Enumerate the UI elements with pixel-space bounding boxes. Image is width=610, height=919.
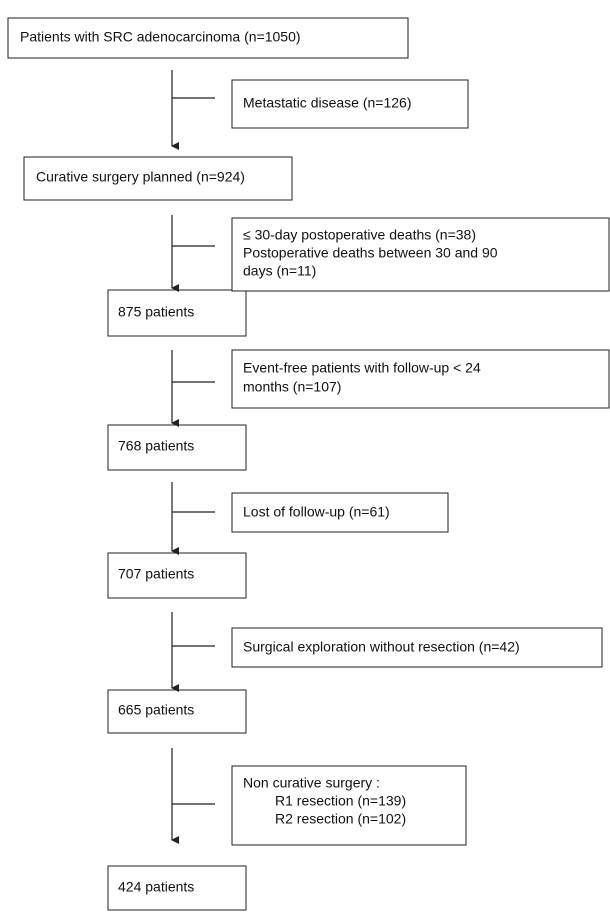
node-box — [107, 424, 247, 471]
node-box — [7, 17, 409, 59]
node-label: 707 patients — [118, 566, 194, 582]
connectors — [171, 70, 215, 844]
exclusion-text: Non curative surgery : — [243, 775, 380, 791]
exclusion-text: R2 resection (n=102) — [275, 811, 406, 827]
exclusion-text: ≤ 30-day postoperative deaths (n=38) — [243, 227, 476, 243]
exclusion-box — [231, 79, 469, 129]
exclusion-text: days (n=11) — [243, 263, 316, 279]
exclusion-text: months (n=107) — [243, 379, 341, 395]
node-label: 424 patients — [118, 879, 194, 895]
exclusion-text: Lost of follow-up (n=61) — [243, 504, 390, 520]
exclusion-box — [231, 349, 610, 409]
node-box — [107, 865, 247, 911]
node-label: Patients with SRC adenocarcinoma (n=1050… — [20, 29, 301, 45]
exclusion-text: Metastatic disease (n=126) — [243, 95, 411, 111]
node-label: 665 patients — [118, 702, 194, 718]
exclusion-box — [231, 217, 610, 292]
node-label: Curative surgery planned (n=924) — [36, 169, 245, 185]
node-label: 768 patients — [118, 438, 194, 454]
exclusion-text: Surgical exploration without resection (… — [243, 639, 520, 655]
node-label: 875 patients — [118, 304, 194, 320]
exclusion-box — [231, 492, 449, 533]
node-box — [23, 156, 293, 201]
exclusion-text: R1 resection (n=139) — [275, 793, 406, 809]
node-box — [107, 552, 247, 599]
exclusion-text: Event-free patients with follow-up < 24 — [243, 360, 481, 376]
exclusion-box — [231, 627, 603, 668]
exclusion-text: Postoperative deaths between 30 and 90 — [243, 245, 498, 261]
node-box — [107, 689, 247, 734]
exclusion-box — [231, 765, 467, 846]
